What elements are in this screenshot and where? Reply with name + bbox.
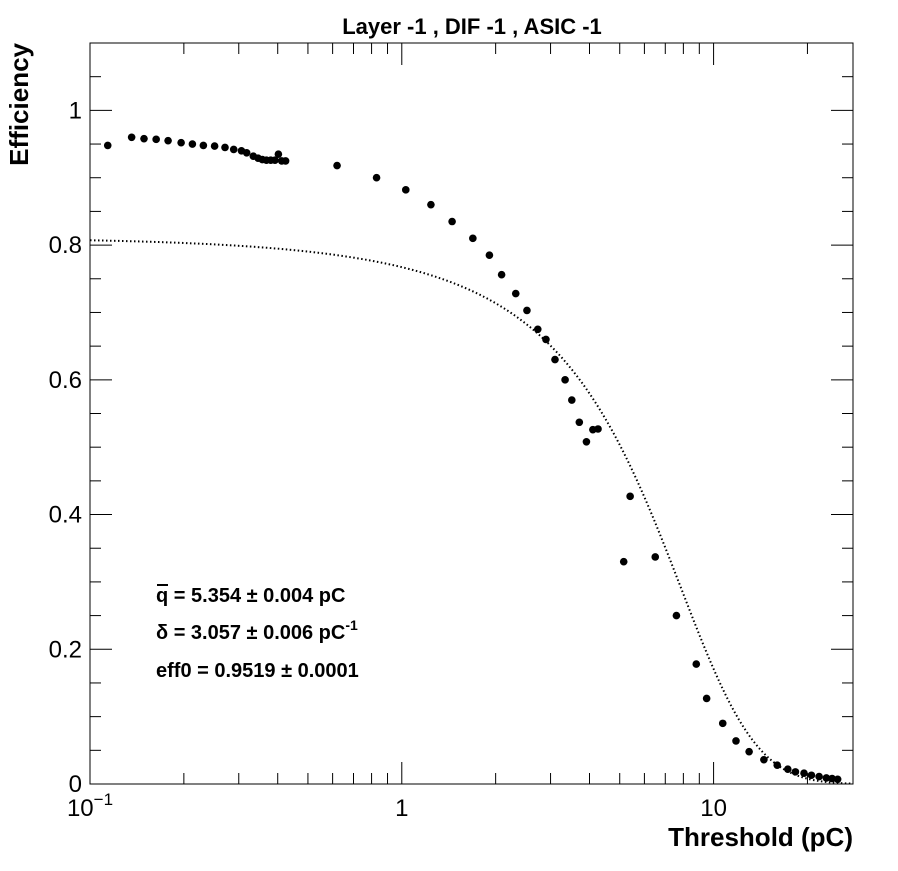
- data-point: [523, 306, 531, 315]
- data-point: [511, 289, 520, 298]
- data-point: [828, 774, 836, 783]
- y-tick-label: 1: [69, 97, 82, 124]
- data-point: [800, 769, 808, 778]
- annotation-eff0-value: eff0 = 0.9519 ± 0.0001: [156, 660, 359, 682]
- x-axis-title: Threshold (pC): [668, 822, 853, 852]
- data-point: [274, 150, 283, 158]
- data-point: [542, 335, 550, 344]
- data-point: [651, 553, 660, 561]
- x-tick-label: 1: [395, 795, 408, 822]
- data-point: [815, 772, 823, 781]
- data-point: [281, 157, 290, 165]
- data-point: [619, 557, 628, 566]
- data-point: [103, 141, 112, 150]
- data-point: [533, 325, 542, 334]
- annotation-delta-value: = 3.057 ± 0.006 pC: [168, 622, 345, 644]
- data-point: [271, 156, 279, 165]
- data-point: [210, 142, 219, 150]
- annotation-delta-exponent: -1: [345, 617, 358, 633]
- data-point: [485, 251, 494, 259]
- data-point: [773, 761, 782, 769]
- data-point: [702, 694, 711, 703]
- data-point: [152, 135, 160, 144]
- annotation-q-value: = 5.354 ± 0.004 pC: [168, 585, 345, 607]
- data-point: [140, 134, 148, 143]
- data-points: [103, 133, 842, 784]
- x-tick-label: 10: [700, 795, 727, 822]
- data-point: [833, 775, 842, 784]
- data-point: [177, 138, 185, 147]
- annotation-q: q = 5.354 ± 0.004 pC: [156, 585, 345, 607]
- y-tick-label: 0.4: [49, 502, 82, 529]
- data-point: [229, 145, 238, 154]
- data-point: [221, 143, 229, 152]
- annotation-delta-symbol: δ: [156, 622, 168, 644]
- data-point: [188, 140, 197, 148]
- data-point: [807, 771, 816, 780]
- data-point: [333, 161, 341, 170]
- data-point: [561, 376, 569, 384]
- data-point: [242, 149, 251, 157]
- data-point: [551, 355, 559, 364]
- data-point: [575, 418, 584, 427]
- fit-curve: [89, 239, 854, 785]
- y-tick-label: 0.6: [49, 367, 82, 394]
- y-tick-label: 0.2: [49, 636, 82, 663]
- y-axis-title: Efficiency: [4, 42, 34, 165]
- data-point: [672, 611, 681, 620]
- annotation-eff0: eff0 = 0.9519 ± 0.0001: [156, 660, 359, 682]
- data-point: [164, 136, 172, 145]
- y-tick-label: 0: [69, 771, 82, 798]
- axis-ticks: [89, 42, 853, 785]
- data-point: [692, 660, 701, 668]
- data-point: [469, 234, 477, 243]
- data-point: [784, 765, 792, 773]
- x-tick-label: 10−1: [67, 790, 113, 822]
- data-point: [760, 755, 768, 764]
- data-point: [626, 492, 634, 501]
- data-point: [199, 141, 208, 150]
- data-point: [127, 133, 136, 142]
- data-point: [448, 217, 456, 226]
- chart-title: Layer -1 , DIF -1 , ASIC -1: [342, 14, 602, 39]
- data-point: [718, 719, 727, 728]
- data-point: [497, 270, 506, 279]
- y-tick-label: 0.8: [49, 232, 82, 259]
- data-point: [401, 186, 410, 194]
- data-point: [745, 747, 753, 756]
- fit-annotations: q = 5.354 ± 0.004 pC δ = 3.057 ± 0.006 p…: [156, 584, 359, 682]
- data-point: [732, 737, 740, 745]
- data-point: [822, 774, 831, 782]
- data-point: [427, 200, 435, 209]
- data-point: [582, 437, 591, 446]
- annotation-q-symbol: q: [156, 585, 168, 607]
- annotation-delta: δ = 3.057 ± 0.006 pC-1: [156, 617, 358, 644]
- data-point: [372, 173, 381, 182]
- tick-labels: 0 0.2 0.4 0.6 0.8 1 10−1 1 10: [49, 97, 727, 822]
- data-point: [594, 425, 602, 433]
- data-point: [791, 768, 800, 776]
- data-point: [568, 396, 576, 404]
